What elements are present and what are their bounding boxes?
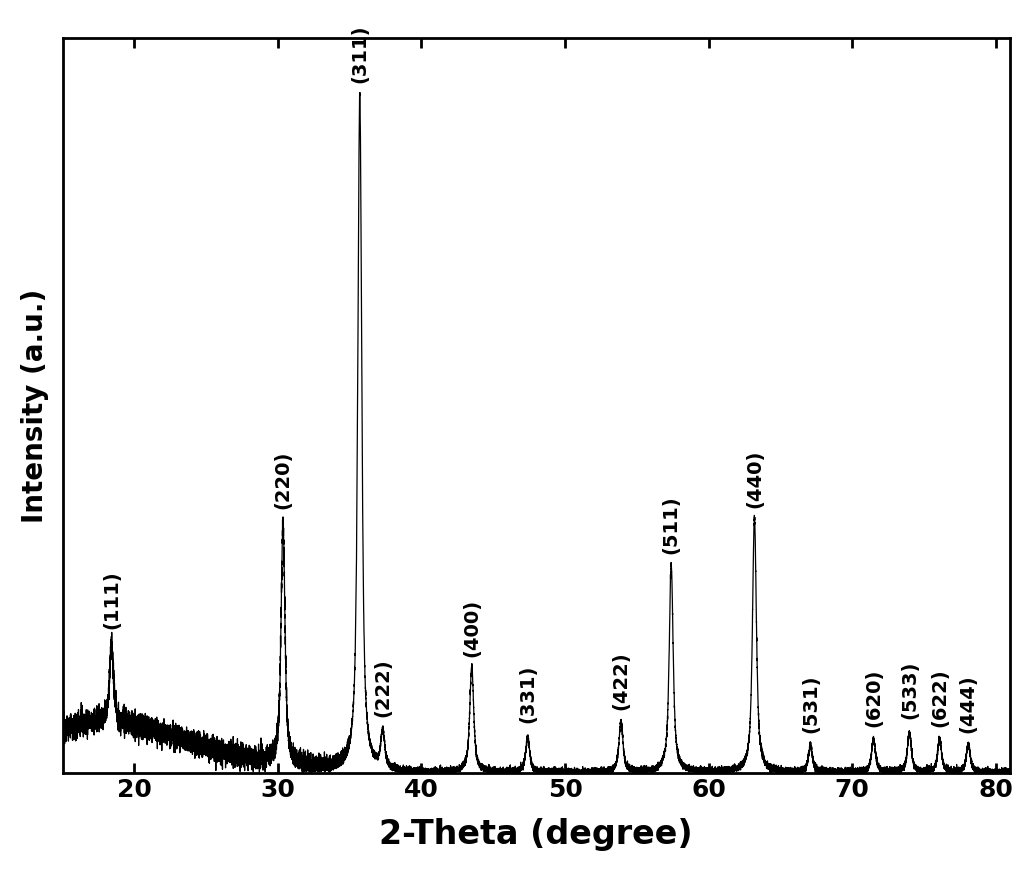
Text: (533): (533) [900,660,919,719]
Text: (444): (444) [958,675,978,733]
Text: (511): (511) [662,496,681,555]
Text: (111): (111) [102,570,121,629]
Text: (531): (531) [801,674,819,733]
Text: (440): (440) [745,449,764,508]
Y-axis label: Intensity (a.u.): Intensity (a.u.) [21,289,49,522]
Text: (222): (222) [373,658,393,717]
Text: (400): (400) [462,599,482,657]
Text: (220): (220) [274,450,292,508]
Text: (620): (620) [864,668,883,726]
Text: (331): (331) [518,664,538,723]
Text: (622): (622) [930,668,949,727]
X-axis label: 2-Theta (degree): 2-Theta (degree) [379,818,693,851]
Text: (311): (311) [350,24,369,83]
Text: (422): (422) [611,651,631,711]
